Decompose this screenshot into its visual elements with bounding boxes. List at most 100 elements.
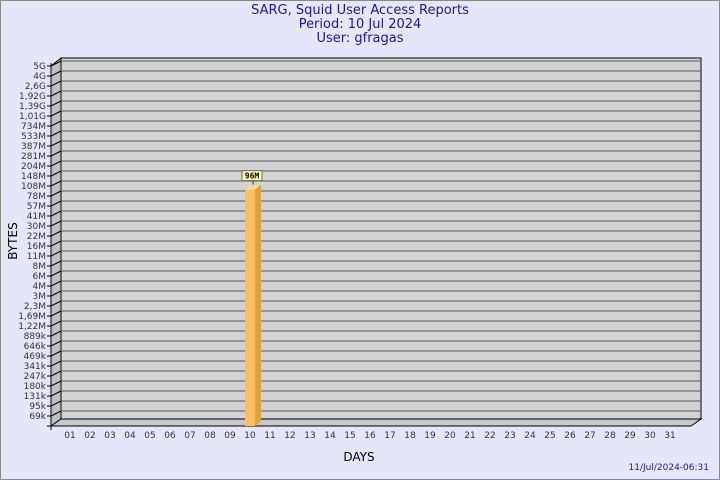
x-tick-label: 03: [104, 431, 115, 441]
chart-period: Period: 10 Jul 2024: [298, 17, 422, 32]
y-tick-label: 889k: [24, 332, 47, 342]
x-tick-label: 15: [344, 431, 355, 441]
y-tick-slant: [50, 100, 62, 107]
x-tick-label: 17: [384, 431, 395, 441]
x-tick-label: 30: [644, 431, 656, 441]
y-tick-slant: [50, 130, 62, 137]
y-tick-label: 387M: [21, 142, 46, 152]
y-tick-slant: [50, 220, 62, 227]
y-tick-label: 4G: [33, 72, 46, 82]
y-tick-label: 22M: [27, 232, 46, 242]
plot-floor: [49, 418, 703, 427]
x-tick-label: 27: [584, 431, 595, 441]
y-tick-label: 281M: [21, 152, 46, 162]
y-tick-label: 1,01G: [19, 112, 46, 122]
y-tick-slant: [50, 260, 62, 267]
y-tick-label: 78M: [27, 192, 46, 202]
x-tick-label: 08: [204, 431, 216, 441]
y-tick-label: 5G: [33, 62, 46, 72]
y-tick-slant: [50, 140, 62, 147]
x-axis-title: DAYS: [343, 450, 374, 464]
y-tick-label: 533M: [21, 132, 46, 142]
x-tick-label: 20: [444, 431, 456, 441]
x-tick-label: 05: [144, 431, 155, 441]
y-tick-slant: [50, 390, 62, 397]
y-tick-label: 108M: [21, 182, 46, 192]
y-axis-title: BYTES: [6, 222, 20, 259]
x-tick-label: 11: [264, 431, 275, 441]
y-tick-label: 341k: [24, 362, 47, 372]
x-tick-label: 09: [224, 431, 236, 441]
y-tick-label: 646k: [24, 342, 47, 352]
y-tick-label: 131k: [24, 392, 47, 402]
y-tick-slant: [50, 280, 62, 287]
x-tick-label: 04: [124, 431, 136, 441]
bar-value-label: 96M: [245, 172, 260, 181]
x-tick-label: 29: [624, 431, 636, 441]
plot-back-wall: [60, 57, 702, 420]
y-tick-slant: [50, 70, 62, 77]
y-tick-label: 11M: [27, 252, 46, 262]
x-tick-label: 21: [464, 431, 475, 441]
y-tick-slant: [50, 340, 62, 347]
y-tick-slant: [50, 240, 62, 247]
y-tick-label: 3M: [33, 292, 47, 302]
y-tick-slant: [50, 250, 62, 257]
x-tick-label: 25: [544, 431, 555, 441]
y-tick-label: 95k: [29, 402, 46, 412]
x-tick-label: 24: [524, 431, 536, 441]
x-tick-label: 26: [564, 431, 576, 441]
x-tick-label: 28: [604, 431, 616, 441]
x-tick-label: 31: [664, 431, 675, 441]
y-tick-slant: [50, 80, 62, 87]
y-tick-label: 1,22M: [18, 322, 46, 332]
y-tick-slant: [50, 310, 62, 317]
y-tick-slant: [50, 160, 62, 167]
y-tick-slant: [50, 330, 62, 337]
y-tick-label: 8M: [33, 262, 47, 272]
bar-top: [245, 184, 261, 190]
y-tick-label: 57M: [27, 202, 46, 212]
x-tick-label: 01: [64, 431, 75, 441]
y-tick-slant: [50, 300, 62, 307]
y-tick-slant: [50, 110, 62, 117]
y-tick-slant: [50, 120, 62, 127]
x-tick-label: 14: [324, 431, 336, 441]
y-tick-label: 4M: [33, 282, 47, 292]
x-tick-label: 02: [84, 431, 95, 441]
y-tick-slant: [50, 190, 62, 197]
y-tick-slant: [50, 410, 62, 417]
x-tick-label: 13: [304, 431, 315, 441]
x-tick-label: 16: [364, 431, 376, 441]
y-tick-label: 1,69M: [18, 312, 46, 322]
y-tick-slant: [50, 360, 62, 367]
y-tick-label: 180k: [24, 382, 47, 392]
y-tick-slant: [50, 60, 62, 67]
y-tick-slant: [50, 90, 62, 97]
y-tick-label: 148M: [21, 172, 46, 182]
y-tick-slant: [50, 180, 62, 187]
x-tick-label: 22: [484, 431, 495, 441]
y-tick-label: 69k: [29, 412, 46, 422]
y-tick-label: 2,3M: [24, 302, 46, 312]
y-tick-label: 6M: [33, 272, 47, 282]
timestamp: 11/Jul/2024-06:31: [628, 463, 709, 473]
y-tick-label: 2,6G: [25, 82, 46, 92]
y-tick-slant: [50, 270, 62, 277]
y-tick-slant: [50, 150, 62, 157]
y-tick-slant: [50, 400, 62, 407]
y-tick-label: 30M: [27, 222, 46, 232]
y-tick-slant: [50, 170, 62, 177]
x-tick-label: 12: [284, 431, 295, 441]
y-tick-label: 469k: [24, 352, 47, 362]
y-tick-label: 1,39G: [19, 102, 46, 112]
y-tick-label: 734M: [21, 122, 46, 132]
y-tick-slant: [50, 200, 62, 207]
bar-label-box: [241, 170, 263, 182]
bar-side: [255, 184, 261, 426]
y-tick-slant: [50, 290, 62, 297]
x-tick-label: 10: [244, 431, 256, 441]
y-tick-label: 204M: [21, 162, 46, 172]
